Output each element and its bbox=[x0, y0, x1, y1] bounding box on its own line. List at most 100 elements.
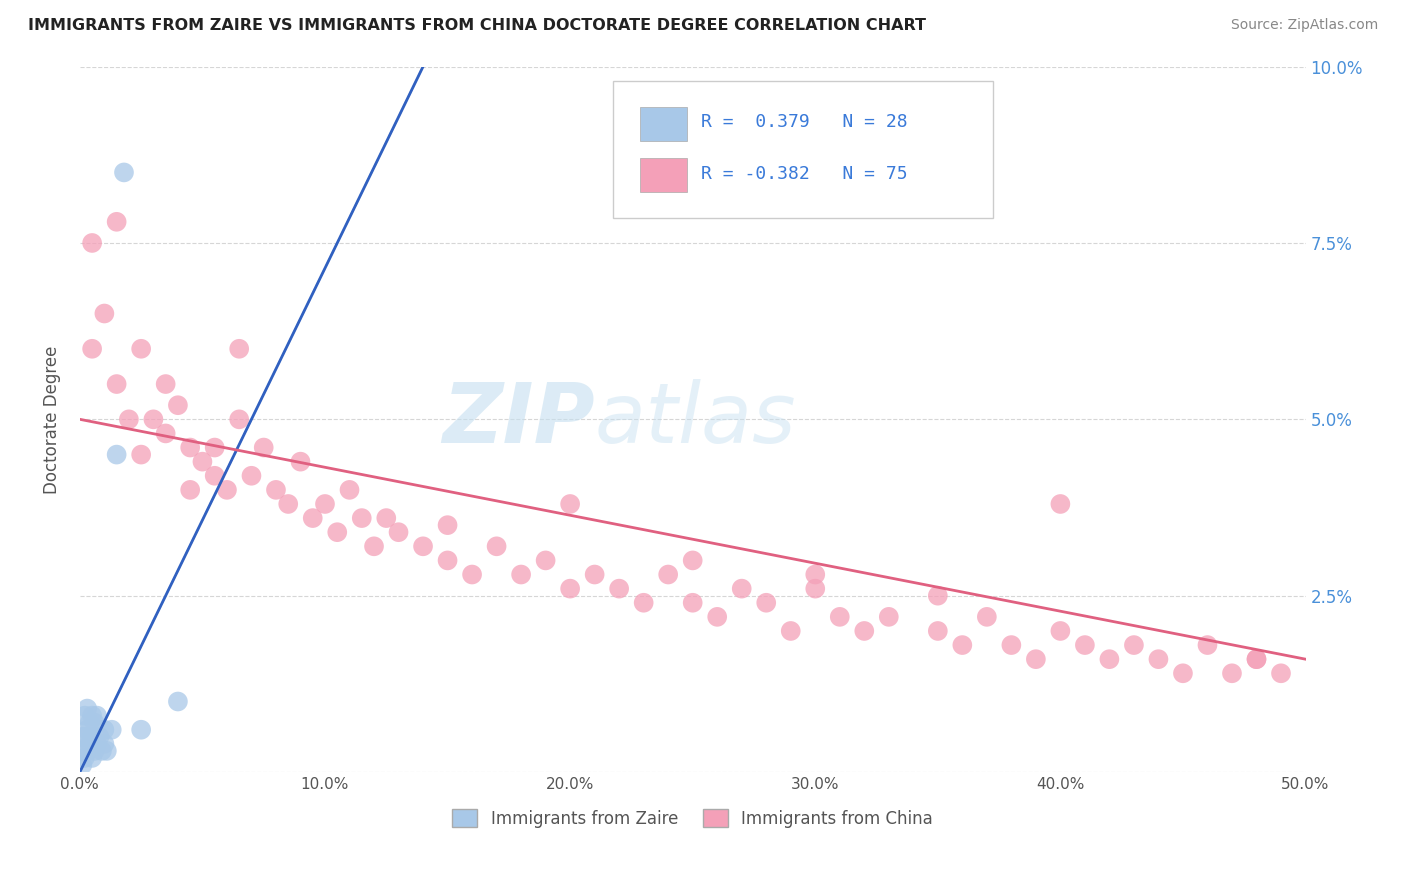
Point bbox=[558, 497, 581, 511]
Point bbox=[1122, 638, 1144, 652]
Point bbox=[86, 708, 108, 723]
Point bbox=[314, 497, 336, 511]
Point bbox=[558, 582, 581, 596]
Point bbox=[264, 483, 287, 497]
Point bbox=[682, 596, 704, 610]
Text: ZIP: ZIP bbox=[441, 379, 595, 459]
Point bbox=[142, 412, 165, 426]
Point bbox=[83, 744, 105, 758]
Point bbox=[950, 638, 973, 652]
Point bbox=[82, 342, 104, 356]
Text: R = -0.382   N = 75: R = -0.382 N = 75 bbox=[702, 165, 908, 183]
Point bbox=[290, 455, 312, 469]
Point bbox=[112, 165, 135, 179]
Point bbox=[607, 582, 630, 596]
Point bbox=[76, 701, 98, 715]
Point bbox=[129, 342, 152, 356]
Point bbox=[1246, 652, 1268, 666]
Point bbox=[72, 730, 94, 744]
Point bbox=[1197, 638, 1219, 652]
Point bbox=[129, 448, 152, 462]
Text: atlas: atlas bbox=[595, 379, 796, 459]
Point bbox=[1000, 638, 1022, 652]
Point bbox=[228, 342, 250, 356]
Point bbox=[350, 511, 373, 525]
Point bbox=[1147, 652, 1170, 666]
Point bbox=[804, 582, 827, 596]
Point bbox=[485, 539, 508, 553]
Point bbox=[510, 567, 533, 582]
Point bbox=[179, 441, 201, 455]
Point bbox=[1074, 638, 1097, 652]
Text: R =  0.379   N = 28: R = 0.379 N = 28 bbox=[702, 112, 908, 130]
FancyBboxPatch shape bbox=[640, 158, 686, 192]
Point bbox=[76, 744, 98, 758]
Point bbox=[118, 412, 141, 426]
Point bbox=[96, 744, 118, 758]
Point bbox=[633, 596, 655, 610]
Point bbox=[83, 715, 105, 730]
Point bbox=[326, 525, 349, 540]
Point bbox=[375, 511, 398, 525]
Point bbox=[79, 715, 101, 730]
Point bbox=[105, 377, 128, 392]
Point bbox=[1220, 666, 1243, 681]
Point bbox=[90, 744, 112, 758]
Point bbox=[191, 455, 214, 469]
Point bbox=[301, 511, 323, 525]
Point bbox=[731, 582, 754, 596]
Point bbox=[1098, 652, 1121, 666]
Point bbox=[436, 518, 458, 533]
Point bbox=[927, 624, 949, 638]
Point bbox=[82, 708, 104, 723]
Point bbox=[461, 567, 484, 582]
Point bbox=[339, 483, 361, 497]
Point bbox=[706, 610, 728, 624]
Point bbox=[129, 723, 152, 737]
Point bbox=[1171, 666, 1194, 681]
Point bbox=[167, 694, 190, 708]
Text: IMMIGRANTS FROM ZAIRE VS IMMIGRANTS FROM CHINA DOCTORATE DEGREE CORRELATION CHAR: IMMIGRANTS FROM ZAIRE VS IMMIGRANTS FROM… bbox=[28, 18, 927, 33]
Text: Source: ZipAtlas.com: Source: ZipAtlas.com bbox=[1230, 18, 1378, 32]
Point bbox=[1270, 666, 1292, 681]
Point bbox=[412, 539, 434, 553]
Point bbox=[215, 483, 238, 497]
Point bbox=[877, 610, 900, 624]
Point bbox=[228, 412, 250, 426]
Point bbox=[73, 751, 96, 765]
Point bbox=[779, 624, 801, 638]
Point bbox=[105, 215, 128, 229]
Point bbox=[755, 596, 778, 610]
Point bbox=[89, 730, 111, 744]
Point bbox=[93, 723, 115, 737]
Point bbox=[100, 723, 122, 737]
Point bbox=[804, 567, 827, 582]
Point bbox=[93, 306, 115, 320]
Point bbox=[76, 723, 98, 737]
Point bbox=[79, 737, 101, 751]
FancyBboxPatch shape bbox=[640, 107, 686, 141]
Point bbox=[387, 525, 409, 540]
Point bbox=[1049, 497, 1071, 511]
Point bbox=[1049, 624, 1071, 638]
Point bbox=[927, 589, 949, 603]
Point bbox=[583, 567, 606, 582]
Point bbox=[167, 398, 190, 412]
Point bbox=[277, 497, 299, 511]
Point bbox=[534, 553, 557, 567]
Point bbox=[828, 610, 851, 624]
Point bbox=[240, 468, 263, 483]
Point bbox=[155, 426, 177, 441]
Point bbox=[72, 744, 94, 758]
Point bbox=[657, 567, 679, 582]
Point bbox=[1246, 652, 1268, 666]
Point bbox=[204, 441, 226, 455]
Point bbox=[73, 708, 96, 723]
Point bbox=[73, 730, 96, 744]
Point bbox=[253, 441, 276, 455]
Point bbox=[82, 235, 104, 250]
Point bbox=[204, 468, 226, 483]
Y-axis label: Doctorate Degree: Doctorate Degree bbox=[44, 345, 60, 493]
Point bbox=[155, 377, 177, 392]
Point bbox=[82, 730, 104, 744]
